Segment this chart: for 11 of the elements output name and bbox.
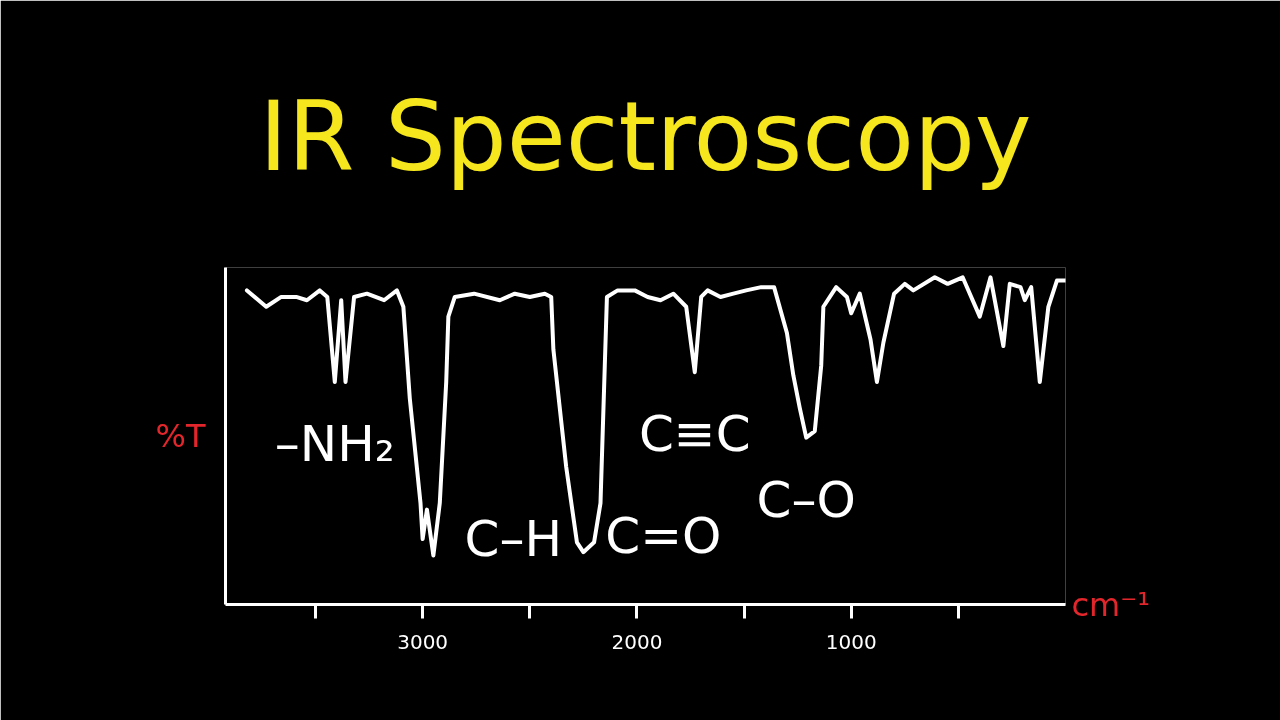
annotation: –NH₂	[274, 415, 395, 474]
x-tick-label: 3000	[397, 629, 449, 654]
annotation: C≡C	[638, 405, 751, 464]
y-axis-title: %T	[155, 417, 206, 455]
chart-title: IR Spectroscopy	[259, 80, 1032, 193]
x-axis-title: cm⁻¹	[1071, 585, 1150, 624]
x-tick-label: 1000	[825, 629, 877, 654]
annotation: C–H	[464, 510, 563, 569]
x-tick-label: 2000	[611, 629, 663, 654]
annotation: C=O	[605, 507, 722, 566]
annotation: C–O	[756, 470, 856, 529]
